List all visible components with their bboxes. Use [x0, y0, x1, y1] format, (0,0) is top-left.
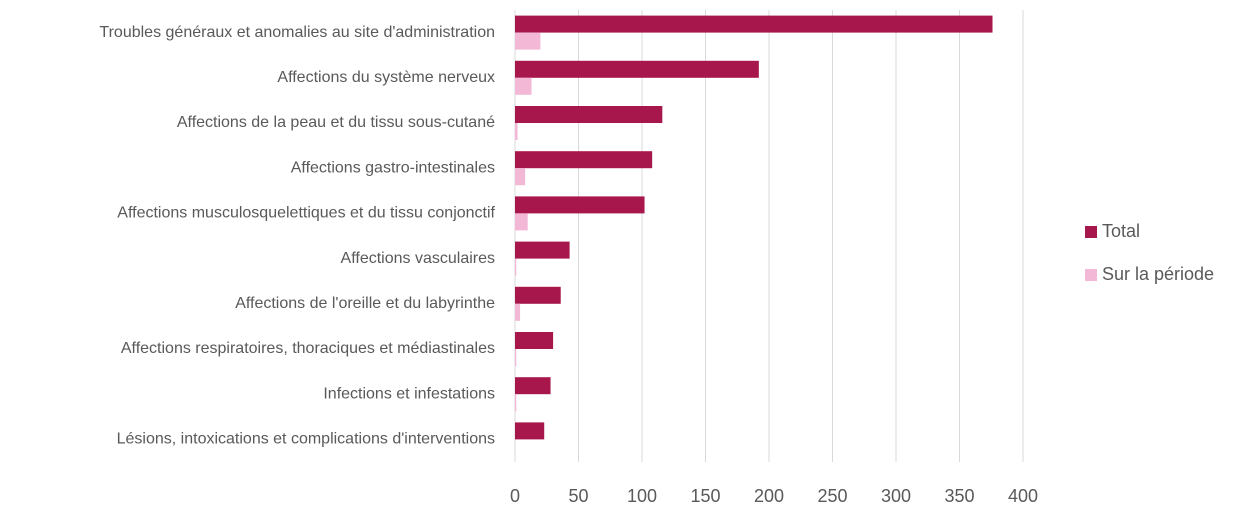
y-tick-label: Affections gastro-intestinales — [291, 159, 495, 176]
bar — [515, 106, 663, 123]
x-tick-label: 350 — [944, 486, 974, 506]
y-tick-label: Affections de la peau et du tissu sous-c… — [177, 114, 495, 131]
y-tick-label: Affections de l'oreille et du labyrinthe — [235, 295, 495, 312]
x-tick-label: 300 — [881, 486, 911, 506]
bar — [515, 60, 759, 78]
x-tick-label: 0 — [510, 486, 520, 506]
bar — [515, 77, 532, 95]
bar — [515, 377, 551, 395]
x-tick-label: 400 — [1008, 486, 1038, 506]
legend-swatch — [1085, 269, 1097, 281]
bar — [515, 241, 570, 259]
x-tick-label: 250 — [817, 486, 847, 506]
bar — [515, 32, 541, 50]
bar — [515, 422, 545, 440]
bar — [515, 349, 517, 366]
legend-swatch — [1085, 226, 1097, 238]
bar — [515, 123, 518, 140]
y-tick-label: Affections respiratoires, thoraciques et… — [121, 340, 495, 357]
legend-label: Total — [1102, 221, 1140, 241]
x-tick-label: 150 — [690, 486, 720, 506]
bar — [515, 258, 517, 276]
x-tick-label: 100 — [627, 486, 657, 506]
y-tick-label: Lésions, intoxications et complications … — [117, 431, 495, 448]
bar — [515, 394, 517, 412]
y-tick-label: Troubles généraux et anomalies au site d… — [99, 24, 495, 41]
bar — [515, 196, 645, 214]
y-tick-label: Affections du système nerveux — [277, 69, 495, 86]
bar — [515, 168, 526, 186]
bar — [515, 151, 653, 169]
bar — [515, 213, 528, 231]
y-tick-label: Infections et infestations — [323, 385, 495, 402]
legend-label: Sur la période — [1102, 264, 1214, 284]
x-tick-label: 50 — [568, 486, 588, 506]
bar — [515, 332, 554, 349]
bar — [515, 303, 521, 321]
x-tick-label: 200 — [754, 486, 784, 506]
bar — [515, 286, 561, 304]
y-tick-label: Affections vasculaires — [341, 250, 495, 267]
y-tick-label: Affections musculosquelettiques et du ti… — [117, 205, 495, 222]
bar — [515, 15, 993, 33]
